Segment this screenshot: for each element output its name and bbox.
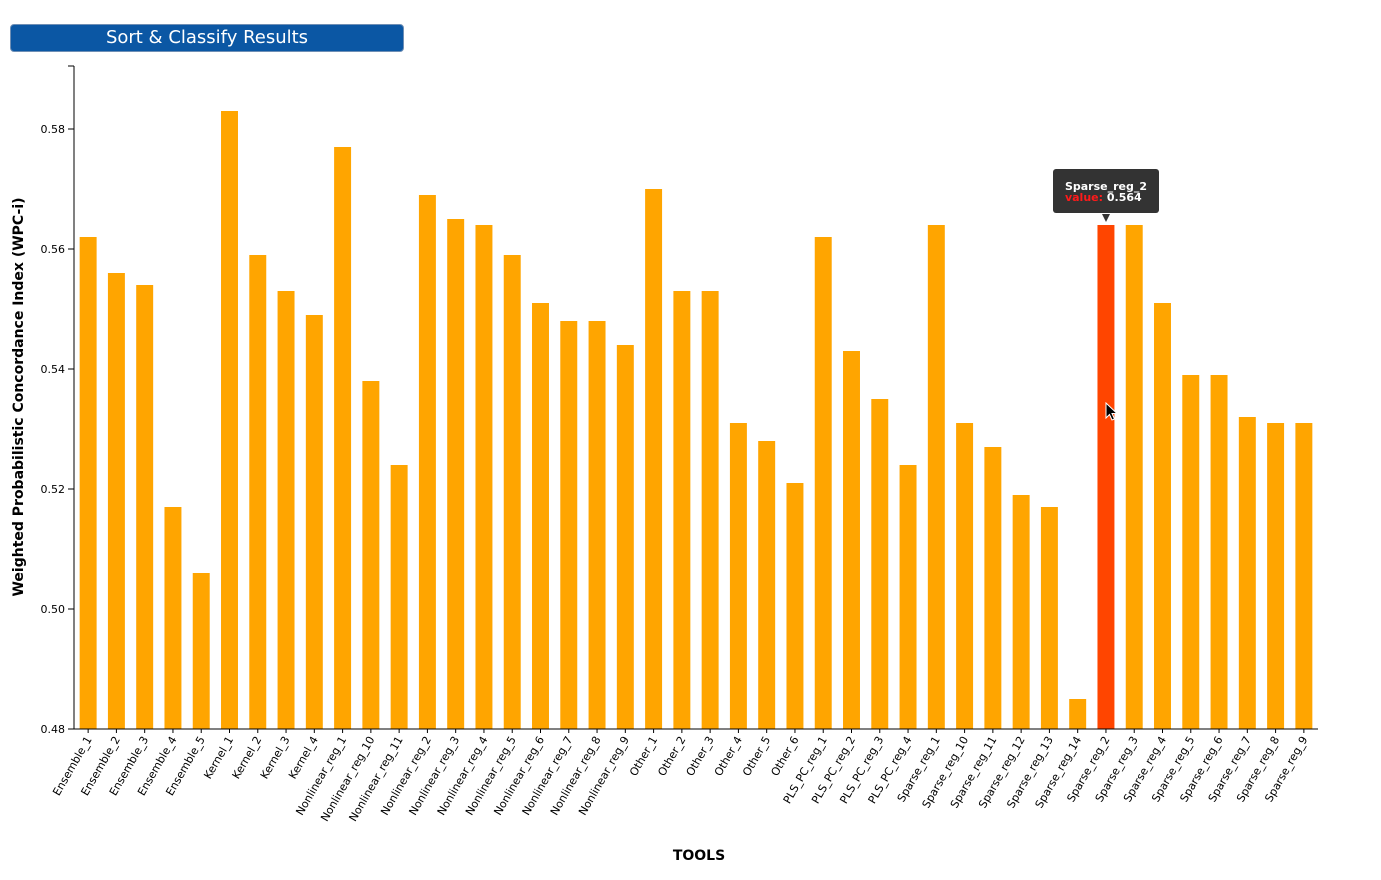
bar-pls-pc-reg-1[interactable]: [814, 237, 832, 729]
bar-nonlinear-reg-10[interactable]: [362, 381, 380, 729]
x-axis-label: TOOLS: [673, 848, 725, 864]
tooltip-value-row: value: 0.564: [1065, 192, 1147, 203]
sort-classify-button[interactable]: Sort & Classify Results: [10, 24, 404, 52]
bar-kernel-3[interactable]: [277, 291, 295, 729]
bar-ensemble-4[interactable]: [164, 507, 182, 729]
mouse-cursor-icon: [1105, 402, 1119, 421]
bar-sparse-reg-12[interactable]: [1012, 495, 1030, 729]
y-tick-label: 0.52: [41, 483, 66, 496]
bar-pls-pc-reg-3[interactable]: [871, 399, 889, 729]
bar-nonlinear-reg-7[interactable]: [560, 321, 578, 729]
bar-sparse-reg-4[interactable]: [1154, 303, 1171, 729]
y-tick-label: 0.56: [41, 243, 66, 256]
bar-ensemble-5[interactable]: [192, 573, 210, 729]
bar-sparse-reg-8[interactable]: [1267, 423, 1285, 729]
bar-sparse-reg-5[interactable]: [1182, 375, 1200, 729]
bar-other-3[interactable]: [701, 291, 719, 729]
y-tick-label: 0.50: [41, 603, 66, 616]
bar-kernel-4[interactable]: [305, 315, 323, 729]
bar-kernel-1[interactable]: [221, 111, 238, 729]
bars-group: [79, 111, 1313, 729]
bar-sparse-reg-1[interactable]: [927, 225, 945, 729]
bar-sparse-reg-6[interactable]: [1210, 375, 1228, 729]
bar-sparse-reg-14[interactable]: [1069, 699, 1087, 729]
y-axis-label: Weighted Probabilistic Concordance Index…: [11, 197, 27, 596]
x-axis: Ensemble_1Ensemble_2Ensemble_3Ensemble_4…: [50, 728, 1318, 824]
bar-nonlinear-reg-6[interactable]: [532, 303, 549, 729]
tooltip-value: 0.564: [1106, 191, 1142, 204]
bar-sparse-reg-11[interactable]: [984, 447, 1002, 729]
bar-sparse-reg-3[interactable]: [1125, 225, 1143, 729]
bar-nonlinear-reg-5[interactable]: [503, 255, 521, 729]
y-tick-label: 0.54: [41, 363, 66, 376]
bar-other-5[interactable]: [758, 441, 776, 729]
bar-ensemble-2[interactable]: [107, 273, 125, 729]
bar-ensemble-1[interactable]: [79, 237, 97, 729]
bar-other-1[interactable]: [645, 189, 663, 729]
tooltip-tool-name: Sparse_reg_2: [1064, 180, 1148, 193]
bar-nonlinear-reg-8[interactable]: [588, 321, 606, 729]
y-axis: 0.48 0.50 0.52 0.54 0.56 0.58: [41, 65, 75, 736]
bar-ensemble-3[interactable]: [136, 285, 154, 729]
bar-nonlinear-reg-9[interactable]: [616, 345, 634, 729]
bar-sparse-reg-9[interactable]: [1295, 423, 1313, 729]
y-tick-label: 0.58: [41, 123, 66, 136]
bar-other-6[interactable]: [786, 483, 804, 729]
bar-nonlinear-reg-11[interactable]: [390, 465, 408, 729]
bar-pls-pc-reg-4[interactable]: [899, 465, 917, 729]
bar-other-2[interactable]: [673, 291, 691, 729]
bar-tooltip: Sparse_reg_2 value: 0.564: [1052, 169, 1160, 213]
tooltip-value-key: value:: [1064, 191, 1104, 204]
bar-nonlinear-reg-3[interactable]: [447, 219, 465, 729]
bar-sparse-reg-10[interactable]: [956, 423, 974, 729]
bar-sparse-reg-13[interactable]: [1040, 507, 1058, 729]
y-tick-label: 0.48: [41, 723, 66, 736]
bar-nonlinear-reg-2[interactable]: [418, 195, 436, 729]
bar-nonlinear-reg-4[interactable]: [475, 225, 493, 729]
bar-sparse-reg-2[interactable]: [1097, 225, 1115, 729]
bar-nonlinear-reg-1[interactable]: [334, 147, 352, 729]
bar-kernel-2[interactable]: [249, 255, 267, 729]
bar-other-4[interactable]: [729, 423, 747, 729]
tooltip-arrow-icon: [1101, 214, 1110, 222]
bar-pls-pc-reg-2[interactable]: [843, 351, 860, 729]
bar-sparse-reg-7[interactable]: [1238, 417, 1256, 729]
